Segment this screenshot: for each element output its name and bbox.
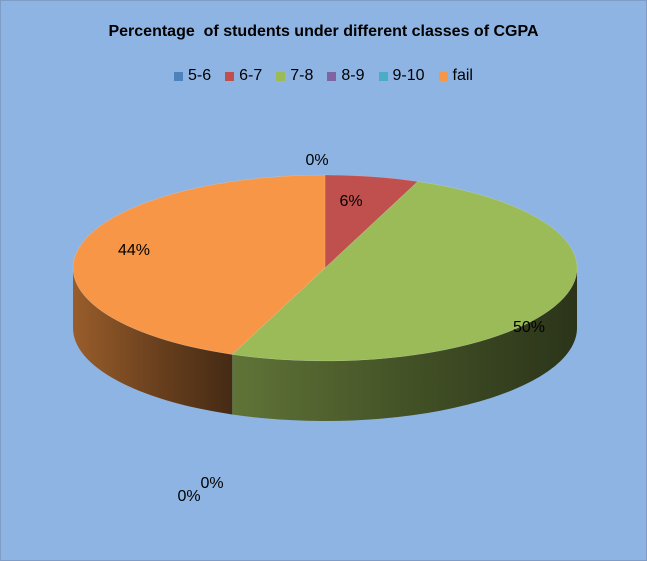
pie-slice-fail [72,174,326,355]
legend-item-5-6: 5-6 [174,67,211,85]
pie-side-fail [73,268,233,415]
data-label-5-6: 0% [177,488,200,505]
legend-swatch [378,71,388,81]
data-label-fail: 44% [118,242,150,259]
data-label-7-8: 50% [513,319,545,336]
data-label-9-10: 0% [305,152,328,169]
data-label-6-7: 6% [339,193,362,210]
legend-label: 9-10 [392,67,425,84]
legend-item-9-10: 9-10 [378,67,425,85]
legend-label: 7-8 [290,67,314,84]
legend-item-fail: fail [438,67,473,85]
legend-label: 8-9 [341,67,365,84]
legend-label: 6-7 [239,67,263,84]
legend-item-7-8: 7-8 [276,67,313,85]
legend-swatch [438,71,448,81]
pie-slice-6-7 [324,174,419,269]
legend-swatch [174,71,183,81]
legend-swatch [225,71,235,81]
legend-swatch [327,71,337,81]
data-label-8-9: 0% [200,475,223,492]
chart-title: Percentage of students under different c… [108,23,539,40]
pie-side-7-8 [232,268,578,421]
legend: 5-6 6-7 7-8 8-9 9-10 fail [1,67,646,85]
legend-swatch [276,71,286,81]
legend-item-8-9: 8-9 [327,67,365,85]
legend-label: fail [452,67,473,84]
legend-label: 5-6 [188,67,212,84]
legend-item-6-7: 6-7 [225,67,262,85]
